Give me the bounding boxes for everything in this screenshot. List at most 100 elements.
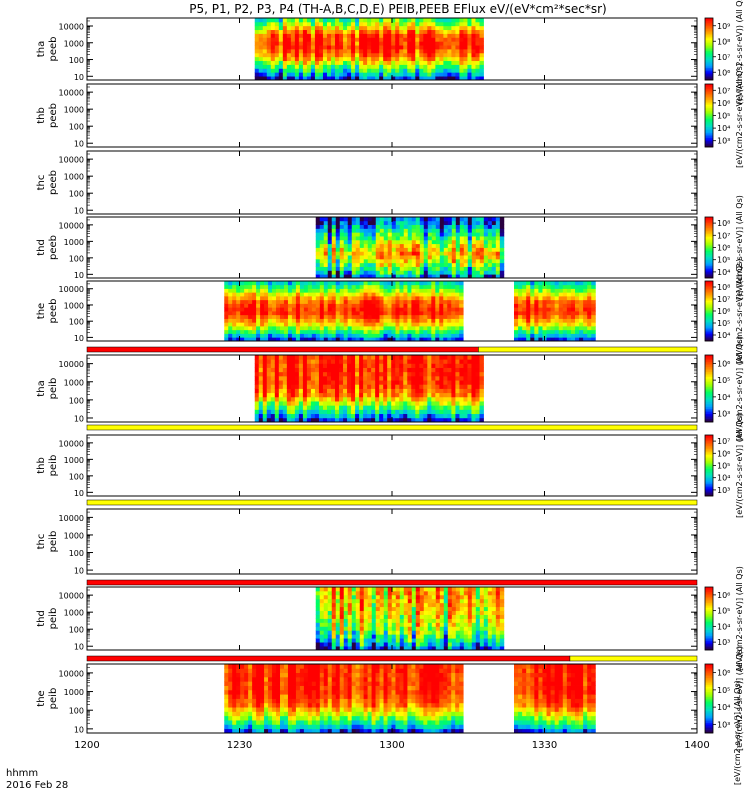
spectrogram-cell	[359, 255, 365, 260]
spectrogram-cell	[331, 322, 337, 327]
spectrogram-cell	[562, 292, 568, 297]
spectrogram-cell	[399, 284, 404, 289]
y-tick-label: 1000	[64, 39, 84, 48]
spectrogram-cell	[379, 329, 384, 334]
spectrogram-cell	[294, 359, 300, 364]
colorbar-cell	[705, 61, 713, 64]
spectrogram-cell	[351, 638, 357, 643]
spectrogram-cell	[314, 25, 320, 31]
spectrogram-cell	[310, 417, 316, 423]
spectrogram-cell	[371, 371, 376, 377]
spectrogram-cell	[355, 622, 361, 627]
spectrogram-cell	[467, 405, 472, 410]
spectrogram-cell	[371, 380, 376, 385]
spectrogram-cell	[306, 367, 312, 373]
spectrogram-cell	[483, 255, 489, 260]
spectrogram-cell	[318, 355, 324, 360]
spectrogram-cell	[319, 318, 325, 323]
spectrogram-cell	[268, 322, 273, 327]
spectrogram-cell	[375, 417, 380, 423]
spectrogram-cell	[431, 329, 436, 334]
spectrogram-cell	[439, 220, 445, 226]
spectrogram-cell	[518, 322, 523, 327]
spectrogram-cell	[258, 33, 264, 38]
colorbar-cell	[705, 124, 713, 127]
spectrogram-cell	[282, 29, 288, 34]
spectrogram-cell	[359, 594, 365, 600]
spectrogram-cell	[546, 299, 551, 304]
spectrogram-cell	[379, 37, 384, 42]
colorbar-tick-label: 10⁵	[717, 376, 730, 385]
spectrogram-cell	[302, 41, 308, 46]
spectrogram-cell	[290, 417, 296, 423]
spectrogram-cell	[479, 262, 485, 267]
spectrogram-cell	[359, 29, 364, 34]
spectrogram-cell	[550, 318, 556, 323]
spectrogram-cell	[375, 41, 380, 46]
spectrogram-cell	[407, 388, 412, 394]
spectrogram-cell	[479, 236, 485, 241]
spectrogram-cell	[343, 413, 348, 419]
spectrogram-cell	[298, 417, 304, 423]
spectrogram-cell	[363, 333, 368, 338]
spectrogram-cell	[570, 288, 576, 293]
spectrogram-cell	[355, 311, 361, 316]
spectrogram-cell	[383, 217, 389, 222]
spectrogram-cell	[379, 72, 384, 77]
spectrogram-cell	[395, 52, 400, 58]
spectrogram-cell	[276, 318, 281, 323]
spectrogram-cell	[451, 270, 457, 275]
spectrogram-cell	[339, 630, 345, 635]
spectrogram-cell	[302, 405, 308, 410]
spectrogram-cell	[387, 232, 393, 237]
spectrogram-cell	[355, 413, 360, 419]
spectrogram-cell	[447, 337, 452, 342]
spectrogram-cell	[447, 303, 452, 308]
spectrogram-cell	[323, 239, 329, 245]
spectrogram-cell	[570, 326, 576, 331]
spectrogram-cell	[280, 333, 285, 338]
spectrogram-cell	[463, 76, 468, 81]
spectrogram-cell	[411, 371, 416, 377]
spectrogram-cell	[323, 314, 329, 319]
spectrogram-cell	[439, 329, 444, 334]
spectrogram-cell	[467, 29, 472, 34]
spectrogram-cell	[399, 292, 404, 297]
spectrogram-cell	[439, 45, 444, 50]
spectrogram-cell	[451, 322, 456, 327]
spectrogram-cell	[514, 311, 519, 316]
spectrogram-cell	[298, 401, 304, 406]
spectrogram-cell	[351, 64, 356, 69]
spectrogram-cell	[542, 333, 547, 338]
spectrogram-cell	[375, 329, 380, 334]
spectrogram-cell	[290, 384, 296, 389]
y-tick-label: 1000	[64, 456, 84, 465]
spectrogram-cell	[295, 322, 301, 327]
spectrogram-cell	[323, 602, 329, 608]
spectrogram-cell	[419, 76, 424, 81]
spectrogram-cell	[387, 359, 392, 364]
spectrogram-cell	[467, 247, 473, 252]
spectrogram-cell	[451, 56, 456, 62]
spectrogram-cell	[423, 217, 429, 222]
spectrogram-cell	[391, 359, 396, 364]
spectrogram-cell	[327, 251, 333, 256]
spectrogram-cell	[499, 239, 505, 245]
spectrogram-cell	[347, 630, 353, 635]
spectrogram-cell	[302, 25, 308, 31]
spectrogram-cell	[435, 270, 441, 275]
spectrogram-cell	[254, 18, 260, 23]
spectrogram-cell	[415, 388, 420, 394]
spectrogram-cell	[280, 326, 285, 331]
spectrogram-cell	[383, 274, 389, 279]
spectrogram-cell	[419, 401, 424, 406]
spectrogram-cell	[363, 274, 369, 279]
spectrogram-cell	[383, 288, 388, 293]
spectrogram-cell	[423, 49, 428, 54]
spectrogram-cell	[274, 52, 280, 58]
spectrogram-cell	[391, 322, 396, 327]
spectrogram-cell	[403, 296, 408, 301]
spectrogram-cell	[303, 284, 309, 289]
spectrogram-cell	[270, 371, 276, 377]
spectrogram-cell	[495, 236, 501, 241]
